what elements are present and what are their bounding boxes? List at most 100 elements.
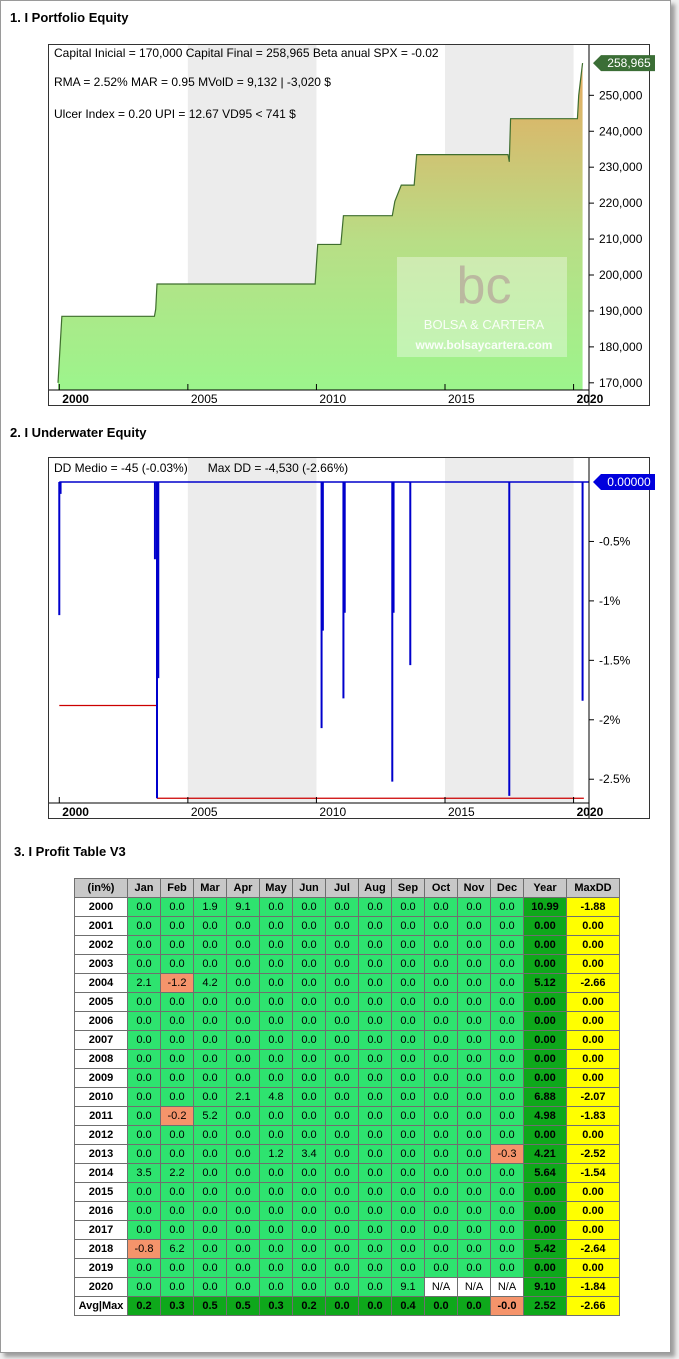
profit-table-year-cell: 2014 [74,1163,128,1183]
profit-table-month-cell: 0.0 [358,973,392,993]
profit-table-month-cell: 0.0 [226,916,260,936]
profit-table-month-cell: 0.0 [292,1220,326,1240]
profit-table-month-cell: 0.0 [358,1220,392,1240]
profit-table-month-cell: 0.0 [424,954,458,974]
profit-table-month-cell: 0.0 [490,1030,524,1050]
profit-table-row: 2010 0.0 0.0 0.0 2.1 4.8 0.0 0.0 0.0 0.0 0.0 0.0 0.0… [74,1087,620,1107]
profit-table-maxdd-cell: -1.88 [566,897,620,917]
profit-table-row: 2014 3.5 2.2 0.0 0.0 0.0 0.0 0.0 0.0 0.0 0.0 0.0 0.0… [74,1163,620,1183]
profit-table-month-cell: 0.0 [391,1258,425,1278]
profit-table-month-cell: 4.8 [259,1087,293,1107]
profit-table-month-cell: 0.0 [424,1220,458,1240]
profit-table-month-cell: 0.0 [490,992,524,1012]
profit-table-month-cell: 0.0 [391,1239,425,1259]
profit-table-month-cell: 0.0 [259,973,293,993]
profit-table-month-cell: 0.0 [193,1030,227,1050]
profit-table-month-cell: 0.0 [490,916,524,936]
profit-table-month-cell: 0.0 [193,935,227,955]
profit-table-header-cell: MaxDD [566,878,620,898]
underwater-y-tick-label: -1% [599,594,621,608]
profit-table-month-cell: 0.0 [358,1201,392,1221]
profit-table-month-cell: 0.0 [424,973,458,993]
profit-table-month-cell: 0.0 [424,1030,458,1050]
profit-table-annual-return-cell: 2.52 [523,1296,567,1316]
profit-table-header-cell: May [259,878,293,898]
profit-table-maxdd-cell: 0.00 [566,1201,620,1221]
profit-table-month-cell: 0.0 [391,1163,425,1183]
profit-table-month-cell: -0.8 [127,1239,161,1259]
profit-table-month-cell: -0.0 [490,1296,524,1316]
profit-table-month-cell: 0.0 [259,1030,293,1050]
underwater-last-value-marker [593,474,655,490]
profit-table-month-cell: 0.0 [160,1182,194,1202]
profit-table-year-cell: 2009 [74,1068,128,1088]
profit-table-month-cell: 0.0 [259,1239,293,1259]
profit-table-header-cell: Dec [490,878,524,898]
profit-table-annual-return-cell: 0.00 [523,1068,567,1088]
profit-table-month-cell: 0.0 [292,935,326,955]
profit-table-month-cell: 0.0 [391,1144,425,1164]
underwater-x-tick-label: 2005 [191,805,218,819]
profit-table-month-cell: 0.0 [127,1068,161,1088]
profit-table-month-cell: 0.0 [391,1087,425,1107]
profit-table-month-cell: 0.0 [358,1106,392,1126]
profit-table-month-cell: 0.0 [457,954,491,974]
profit-table-month-cell: 0.0 [226,1030,260,1050]
profit-table-month-cell: 0.0 [424,1163,458,1183]
profit-table-month-cell: 0.0 [325,954,359,974]
profit-table-month-cell: 0.0 [391,1220,425,1240]
profit-table-month-cell: 0.0 [259,897,293,917]
profit-table-month-cell: 0.0 [457,973,491,993]
profit-table-month-cell: 0.0 [457,1049,491,1069]
profit-table-month-cell: 0.0 [226,1258,260,1278]
profit-table-month-cell: 0.0 [292,1163,326,1183]
profit-table-month-cell: 0.0 [457,1144,491,1164]
profit-table-month-cell: 0.0 [160,1087,194,1107]
profit-table-year-cell: 2016 [74,1201,128,1221]
equity-y-tick-label: 190,000 [599,304,643,318]
equity-last-value-label: 258,965 [607,56,651,70]
profit-table-month-cell: 0.0 [160,897,194,917]
profit-table-header-cell: Jul [325,878,359,898]
profit-table-month-cell: 0.0 [391,935,425,955]
profit-table-month-cell: 0.0 [127,1049,161,1069]
profit-table-month-cell: 0.0 [193,1182,227,1202]
profit-table-month-cell: 0.0 [292,1258,326,1278]
profit-table-month-cell: 0.0 [292,1106,326,1126]
profit-table-maxdd-cell: 0.00 [566,1258,620,1278]
profit-table-month-cell: 0.5 [193,1296,227,1316]
profit-table-month-cell: 0.0 [325,1220,359,1240]
profit-table-month-cell: 0.0 [226,1144,260,1164]
profit-table-month-cell: 0.0 [193,1068,227,1088]
profit-table-month-cell: 0.0 [193,1239,227,1259]
profit-table-year-cell: 2002 [74,935,128,955]
profit-table-maxdd-cell: -2.66 [566,973,620,993]
profit-table-month-cell: 0.0 [292,992,326,1012]
profit-table-month-cell: 0.0 [358,1087,392,1107]
profit-table-month-cell: 0.0 [292,1277,326,1297]
profit-table-month-cell: 0.0 [127,1182,161,1202]
profit-table-month-cell: 0.0 [160,992,194,1012]
profit-table-maxdd-cell: 0.00 [566,1182,620,1202]
profit-table-annual-return-cell: 0.00 [523,992,567,1012]
profit-table-month-cell: 0.0 [292,897,326,917]
profit-table-month-cell: 0.0 [457,1125,491,1145]
profit-table-month-cell: 0.0 [358,1277,392,1297]
profit-table-month-cell: 0.0 [490,1220,524,1240]
underwater-y-tick-label: -2.5% [599,772,631,786]
table-section-title: 3. I Profit Table V3 [14,844,126,859]
profit-table-year-cell: Avg|Max [74,1296,128,1316]
profit-table-month-cell: 0.0 [193,1201,227,1221]
profit-table-row: 2004 2.1 -1.2 4.2 0.0 0.0 0.0 0.0 0.0 0.0 0.0 0.0 0.… [74,973,620,993]
profit-table-month-cell: 0.0 [193,1125,227,1145]
profit-table-month-cell: 0.0 [391,954,425,974]
profit-table-annual-return-cell: 0.00 [523,1220,567,1240]
profit-table-month-cell: 0.0 [457,1182,491,1202]
profit-table-month-cell: 2.2 [160,1163,194,1183]
equity-y-tick-label: 240,000 [599,124,643,138]
profit-table-row: 2001 0.0 0.0 0.0 0.0 0.0 0.0 0.0 0.0 0.0 0.0 0.0 0.0… [74,916,620,936]
profit-table-month-cell: 0.0 [490,897,524,917]
equity-stats-line1: Capital Inicial = 170,000 Capital Final … [54,46,439,60]
profit-table-month-cell: 0.0 [259,1258,293,1278]
profit-table-header-cell: Oct [424,878,458,898]
